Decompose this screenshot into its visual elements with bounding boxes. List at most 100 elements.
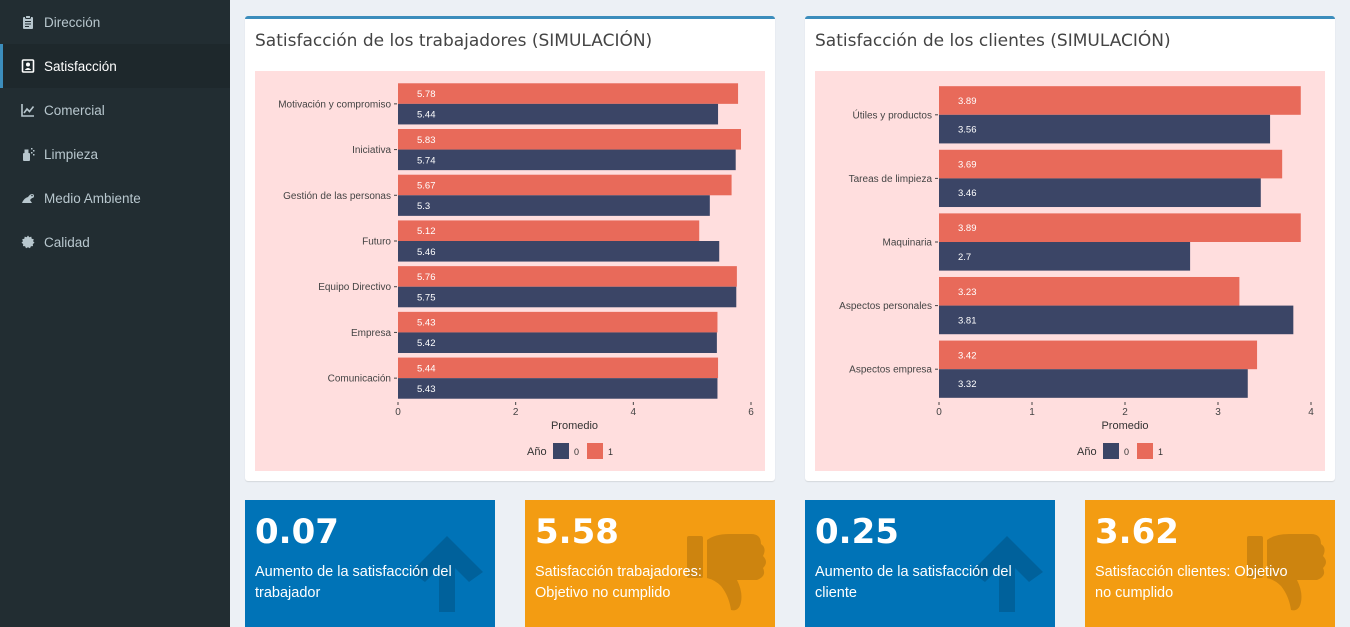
y-tick-label: Aspectos empresa — [849, 365, 932, 376]
bar-value-label: 5.75 — [417, 293, 436, 304]
legend-label: 1 — [1158, 447, 1163, 457]
y-tick-label: Comunicación — [328, 374, 391, 385]
x-tick-label: 0 — [936, 407, 942, 418]
bar-series-0 — [939, 114, 1271, 144]
clients-satisfaction-chart: 3.89 3.56 Útiles y productos 3.69 3.46 Tareas… — [815, 71, 1325, 471]
y-tick-label: Futuro — [362, 237, 391, 248]
legend-label: 0 — [1124, 447, 1129, 457]
thumbs-down-icon — [1245, 530, 1329, 614]
bar-series-0 — [398, 286, 737, 308]
info-label: Satisfacción trabajadores: Objetivo no c… — [535, 564, 702, 601]
sidebar-item-label: Medio Ambiente — [44, 190, 141, 206]
bar-value-label: 5.42 — [417, 338, 436, 349]
sidebar-item-limpieza[interactable]: Limpieza — [0, 132, 230, 176]
bar-value-label: 3.23 — [958, 287, 977, 298]
bar-series-0 — [398, 103, 719, 125]
legend-key-1 — [587, 443, 603, 459]
info-label: Satisfacción clientes: Objetivo no cumpl… — [1095, 564, 1288, 601]
bar-value-label: 3.89 — [958, 96, 977, 107]
workers-satisfaction-chart: 5.78 5.44 Motivación y compromiso 5.83 5.74 I… — [255, 71, 765, 471]
bar-series-1 — [939, 340, 1258, 370]
main-content: Satisfacción de los trabajadores (SIMULA… — [230, 0, 1350, 627]
certificate-icon — [20, 234, 36, 250]
bar-series-0 — [939, 305, 1294, 335]
worker-satisfaction-increase-box: 0.07 Aumento de la satisfacción del trab… — [245, 500, 495, 627]
bar-value-label: 5.78 — [417, 89, 436, 100]
bar-series-0 — [398, 195, 710, 216]
legend-title: Año — [1077, 446, 1097, 458]
x-tick-label: 4 — [631, 407, 637, 418]
bar-series-1 — [398, 357, 719, 379]
info-value: 0.07 — [255, 512, 339, 552]
y-tick-label: Iniciativa — [352, 145, 391, 156]
workers-chart-svg: 5.78 5.44 Motivación y compromiso 5.83 5.74 I… — [278, 83, 754, 459]
bar-value-label: 5.83 — [417, 135, 436, 146]
bar-series-1 — [398, 311, 718, 333]
sidebar-item-label: Satisfacción — [44, 58, 117, 74]
sidebar-item-satisfaccion[interactable]: Satisfacción — [0, 44, 230, 88]
sidebar-item-label: Calidad — [44, 234, 90, 250]
bar-value-label: 5.43 — [417, 384, 436, 395]
workers-satisfaction-panel: Satisfacción de los trabajadores (SIMULA… — [245, 16, 775, 481]
arrow-up-icon — [965, 530, 1049, 614]
bar-series-0 — [939, 369, 1248, 398]
clipboard-icon — [20, 14, 36, 30]
y-tick-label: Aspectos personales — [839, 301, 932, 312]
legend-label: 0 — [574, 447, 579, 457]
y-tick-label: Gestión de las personas — [283, 191, 391, 202]
y-tick-label: Tareas de limpieza — [849, 174, 933, 185]
y-tick-label: Empresa — [351, 328, 391, 339]
sidebar-item-comercial[interactable]: Comercial — [0, 88, 230, 132]
x-tick-label: 2 — [513, 407, 519, 418]
y-tick-label: Motivación y compromiso — [278, 99, 391, 110]
sidebar-item-label: Dirección — [44, 14, 101, 30]
bar-value-label: 3.56 — [958, 125, 977, 136]
bar-series-1 — [939, 213, 1301, 242]
line-chart-icon — [20, 102, 36, 118]
clients-chart-svg: 3.89 3.56 Útiles y productos 3.69 3.46 Tareas… — [839, 86, 1314, 459]
bar-series-0 — [939, 178, 1261, 208]
bar-value-label: 5.44 — [417, 363, 436, 374]
bar-series-1 — [398, 220, 700, 241]
client-objective-box: 3.62 Satisfacción clientes: Objetivo no … — [1085, 500, 1335, 627]
bar-value-label: 3.46 — [958, 188, 977, 199]
legend-key-0 — [553, 443, 569, 459]
bar-series-1 — [398, 129, 741, 150]
bar-value-label: 5.44 — [417, 110, 436, 121]
sidebar-item-calidad[interactable]: Calidad — [0, 220, 230, 264]
x-tick-label: 6 — [748, 407, 754, 418]
sidebar-item-label: Comercial — [44, 102, 105, 118]
panel-title: Satisfacción de los clientes (SIMULACIÓN… — [815, 31, 1171, 51]
bar-series-1 — [398, 174, 732, 196]
bar-value-label: 3.42 — [958, 350, 977, 361]
x-tick-label: 1 — [1029, 407, 1035, 418]
bar-value-label: 5.74 — [417, 155, 436, 166]
x-axis-title: Promedio — [1101, 420, 1148, 432]
thumbs-down-icon — [685, 530, 769, 614]
x-tick-label: 4 — [1308, 407, 1314, 418]
clients-satisfaction-panel: Satisfacción de los clientes (SIMULACIÓN… — [805, 16, 1335, 481]
bar-series-0 — [398, 149, 736, 171]
y-tick-label: Maquinaria — [883, 238, 933, 249]
spray-icon — [20, 146, 36, 162]
info-value: 3.62 — [1095, 512, 1179, 552]
sidebar-item-medio-ambiente[interactable]: Medio Ambiente — [0, 176, 230, 220]
bar-value-label: 3.69 — [958, 160, 977, 171]
bar-value-label: 5.76 — [417, 272, 436, 283]
bar-series-0 — [398, 241, 720, 262]
worker-objective-box: 5.58 Satisfacción trabajadores: Objetivo… — [525, 500, 775, 627]
id-card-icon — [20, 58, 36, 74]
bar-value-label: 3.32 — [958, 379, 977, 390]
bar-value-label: 3.89 — [958, 223, 977, 234]
bar-series-1 — [939, 86, 1301, 115]
bar-series-1 — [939, 276, 1240, 306]
bar-series-1 — [939, 149, 1283, 179]
legend-title: Año — [527, 446, 547, 458]
bar-value-label: 5.12 — [417, 226, 436, 237]
info-value: 0.25 — [815, 512, 899, 552]
bar-series-1 — [398, 83, 739, 104]
sidebar-item-label: Limpieza — [44, 146, 99, 162]
sidebar-item-direccion[interactable]: Dirección — [0, 0, 230, 44]
x-tick-label: 3 — [1215, 407, 1221, 418]
info-label: Aumento de la satisfacción del cliente — [815, 564, 1012, 601]
